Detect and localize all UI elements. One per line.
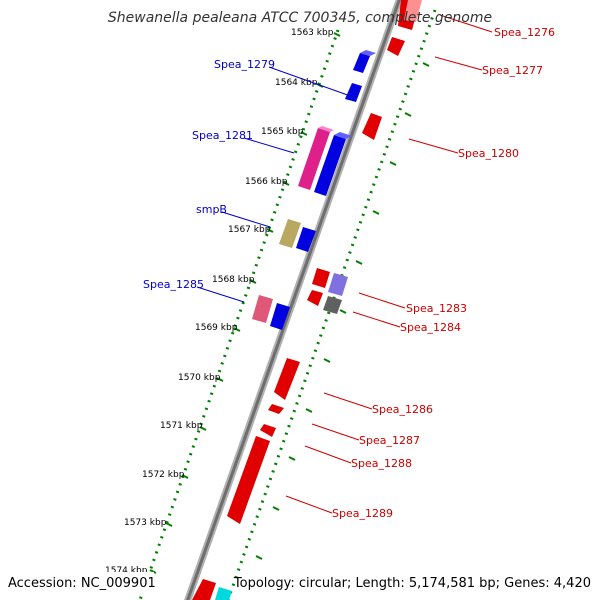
gene-feature[interactable] [362,113,382,140]
gene-feature[interactable] [215,587,232,600]
gene-feature[interactable] [192,579,216,600]
gene-feature[interactable] [227,436,270,524]
gene-feature[interactable] [360,50,376,56]
gene-label-reverse[interactable]: Spea_1280 [458,147,519,160]
kbp-label: 1570 kbp [178,373,221,383]
gene-label-reverse[interactable]: Spea_1277 [482,64,543,77]
accession-bg [4,572,154,592]
gene-feature[interactable] [314,135,346,196]
kbp-label: 1574 kbp [105,566,148,576]
gene-feature[interactable] [270,303,290,330]
gene-feature[interactable] [252,295,273,323]
gene-label-reverse[interactable]: Spea_1289 [332,507,393,520]
gene-label-reverse[interactable]: Spea_1283 [406,302,467,315]
gene-feature[interactable] [279,219,301,248]
gene-label-forward[interactable]: Spea_1285 [143,278,204,291]
accession-text: Accession: NC_009901 [8,576,156,591]
kbp-label: 1564 kbp [275,78,318,88]
kbp-label: 1568 kbp [212,275,255,285]
gene-feature[interactable] [404,0,422,22]
gene-feature[interactable] [260,424,276,437]
forward-genes [252,50,376,330]
gene-feature[interactable] [307,290,323,306]
gene-feature[interactable] [296,227,316,252]
gene-feature[interactable] [318,126,334,132]
kbp-label: 1572 kbp [142,470,185,480]
gene-feature[interactable] [268,404,284,414]
gene-feature[interactable] [312,268,330,288]
gene-label-forward[interactable]: smpB [196,203,227,216]
kbp-label: 1565 kbp [261,127,304,137]
reverse-callouts: Spea_1276 Spea_1277 Spea_1280 Spea_1283 … [285,14,555,520]
gene-feature[interactable] [328,273,348,296]
topology-text: Topology: circular; Length: 5,174,581 bp… [233,576,591,591]
gene-label-reverse[interactable]: Spea_1286 [372,403,433,416]
gene-feature[interactable] [353,53,370,73]
kbp-label: 1571 kbp [160,421,203,431]
gene-label-reverse[interactable]: Spea_1284 [400,321,461,334]
gene-label-reverse[interactable]: Spea_1276 [494,26,555,39]
gene-label-reverse[interactable]: Spea_1288 [351,457,412,470]
gene-feature[interactable] [323,296,342,314]
gene-feature[interactable] [334,132,352,139]
kbp-label: 1569 kbp [195,323,238,333]
gene-label-forward[interactable]: Spea_1281 [192,129,253,142]
kbp-label: 1563 kbp [291,28,334,38]
gene-label-reverse[interactable]: Spea_1287 [359,434,420,447]
gene-feature[interactable] [387,37,405,56]
forward-callouts: Spea_1279 Spea_1281 smpB Spea_1285 [143,58,357,303]
gene-feature[interactable] [298,128,330,190]
kbp-label: 1566 kbp [245,177,288,187]
topology-bg [255,572,597,592]
gene-feature[interactable] [345,83,362,102]
kbp-label: 1573 kbp [124,518,167,528]
map-title: Shewanella pealeana ATCC 700345, complet… [108,10,492,26]
reverse-genes [192,0,422,600]
kbp-ticks: 1563 kbp 1564 kbp 1565 kbp 1566 kbp 1567… [105,28,430,576]
backbone [184,0,403,600]
kbp-label: 1567 kbp [228,225,271,235]
gene-label-forward[interactable]: Spea_1279 [214,58,275,71]
gene-feature[interactable] [274,358,300,400]
